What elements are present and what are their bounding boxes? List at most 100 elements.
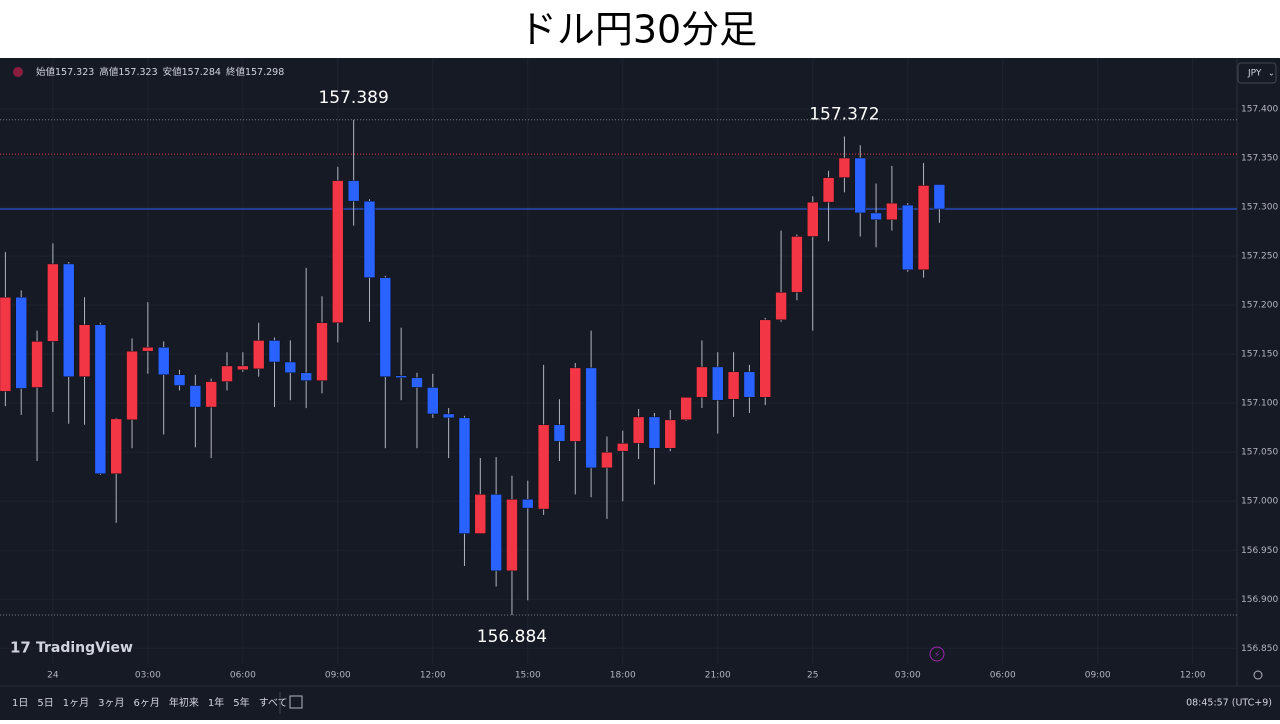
candle-body bbox=[933, 184, 946, 210]
y-tick-label: 157.300 bbox=[1241, 203, 1278, 213]
candle-body bbox=[474, 494, 487, 534]
candle-body bbox=[601, 451, 613, 469]
candle-body bbox=[886, 202, 898, 221]
range-button[interactable]: 3ヶ月 bbox=[98, 697, 124, 709]
logo-mark: 17 bbox=[10, 639, 31, 657]
y-tick-label: 157.050 bbox=[1241, 448, 1278, 458]
candle-body bbox=[458, 417, 471, 534]
candle-body bbox=[490, 494, 502, 572]
candle-body bbox=[522, 499, 534, 509]
range-button[interactable]: 5年 bbox=[233, 696, 249, 709]
x-tick-label: 24 bbox=[47, 671, 59, 681]
legend-value: 157.323 bbox=[118, 67, 157, 78]
candle-body bbox=[680, 397, 692, 421]
x-tick-label: 06:00 bbox=[990, 671, 1016, 681]
candle-body bbox=[870, 212, 882, 221]
x-tick-label: 09:00 bbox=[1085, 671, 1111, 681]
candle-body bbox=[648, 416, 661, 449]
range-button[interactable]: 年初来 bbox=[169, 696, 199, 709]
candle-body bbox=[617, 443, 629, 452]
title-band bbox=[0, 0, 1280, 58]
candle-body bbox=[553, 424, 566, 442]
x-tick-label: 25 bbox=[807, 671, 818, 681]
candle-body bbox=[727, 371, 740, 400]
legend-label: 高値 bbox=[99, 66, 119, 78]
legend-label: 終値 bbox=[226, 66, 246, 78]
candle-body bbox=[157, 347, 170, 375]
candle-body bbox=[173, 374, 186, 386]
candle-body bbox=[664, 419, 677, 449]
candle-body bbox=[696, 366, 708, 398]
range-button[interactable]: 6ヶ月 bbox=[134, 697, 160, 709]
x-tick-label: 18:00 bbox=[610, 671, 636, 681]
candle-body bbox=[268, 340, 281, 363]
y-tick-label: 156.900 bbox=[1241, 595, 1278, 605]
candle-body bbox=[791, 236, 803, 293]
candle-body bbox=[332, 180, 344, 324]
candle-body bbox=[363, 200, 376, 278]
candle-body bbox=[78, 324, 91, 377]
alert-bolt: ⚡ bbox=[934, 651, 940, 661]
candle-body bbox=[62, 263, 75, 377]
candle-body bbox=[411, 377, 423, 388]
y-tick-label: 157.350 bbox=[1241, 154, 1278, 164]
range-button[interactable]: すべて bbox=[259, 697, 288, 709]
candle-body bbox=[0, 297, 12, 392]
candle-body bbox=[917, 185, 930, 271]
candle-body bbox=[31, 341, 43, 388]
candle-body bbox=[142, 347, 154, 352]
candle-body bbox=[712, 366, 724, 401]
grid bbox=[0, 58, 1237, 664]
candle-body bbox=[743, 371, 756, 398]
candle-body bbox=[585, 367, 597, 469]
candle-body bbox=[442, 413, 455, 419]
candle-body bbox=[221, 365, 233, 382]
y-tick-label: 157.000 bbox=[1241, 497, 1278, 507]
x-tick-label: 21:00 bbox=[705, 671, 731, 681]
candle-body bbox=[395, 375, 407, 378]
legend-value: 157.298 bbox=[245, 67, 284, 78]
symbol-icon[interactable] bbox=[13, 67, 23, 77]
candle-body bbox=[838, 157, 851, 178]
legend-label: 安値 bbox=[163, 66, 183, 78]
candle-body bbox=[300, 372, 312, 381]
plot bbox=[0, 119, 1237, 616]
range-button[interactable]: 5日 bbox=[37, 698, 53, 709]
settings-icon[interactable] bbox=[1253, 670, 1263, 680]
candle-body bbox=[854, 157, 866, 214]
y-tick-label: 157.150 bbox=[1241, 350, 1278, 360]
y-tick-label: 157.200 bbox=[1241, 301, 1278, 311]
candle-body bbox=[237, 365, 249, 371]
y-tick-label: 157.100 bbox=[1241, 399, 1278, 409]
candle-body bbox=[537, 424, 550, 510]
candle-body bbox=[379, 277, 392, 377]
candle-body bbox=[94, 324, 107, 475]
y-tick-label: 156.850 bbox=[1241, 644, 1278, 654]
alert-icon[interactable] bbox=[929, 646, 945, 662]
y-tick-label: 157.250 bbox=[1241, 252, 1278, 262]
date-range-icon[interactable] bbox=[289, 695, 303, 709]
y-tick-label: 156.950 bbox=[1241, 546, 1278, 556]
clock: 08:45:57 (UTC+9) bbox=[1186, 698, 1272, 709]
x-tick-label: 12:00 bbox=[420, 671, 446, 681]
candle-body bbox=[759, 319, 771, 398]
candle-body bbox=[569, 367, 582, 442]
range-button[interactable]: 1日 bbox=[12, 698, 28, 709]
currency-box[interactable] bbox=[1237, 62, 1277, 84]
candle-body bbox=[775, 292, 787, 321]
range-button[interactable]: 1ヶ月 bbox=[63, 697, 89, 709]
x-tick-label: 03:00 bbox=[895, 671, 921, 681]
candle-body bbox=[427, 387, 439, 415]
currency[interactable]: JPY bbox=[1247, 69, 1262, 79]
candle-body bbox=[15, 297, 27, 389]
candle-body bbox=[632, 416, 645, 444]
annotation: 156.884 bbox=[477, 627, 547, 647]
candle-body bbox=[252, 340, 265, 370]
y-tick-label: 157.400 bbox=[1241, 104, 1278, 114]
candle-body bbox=[47, 263, 59, 342]
annotation: 157.372 bbox=[809, 104, 879, 124]
candle-body bbox=[189, 385, 202, 408]
range-button[interactable]: 1年 bbox=[208, 696, 224, 709]
